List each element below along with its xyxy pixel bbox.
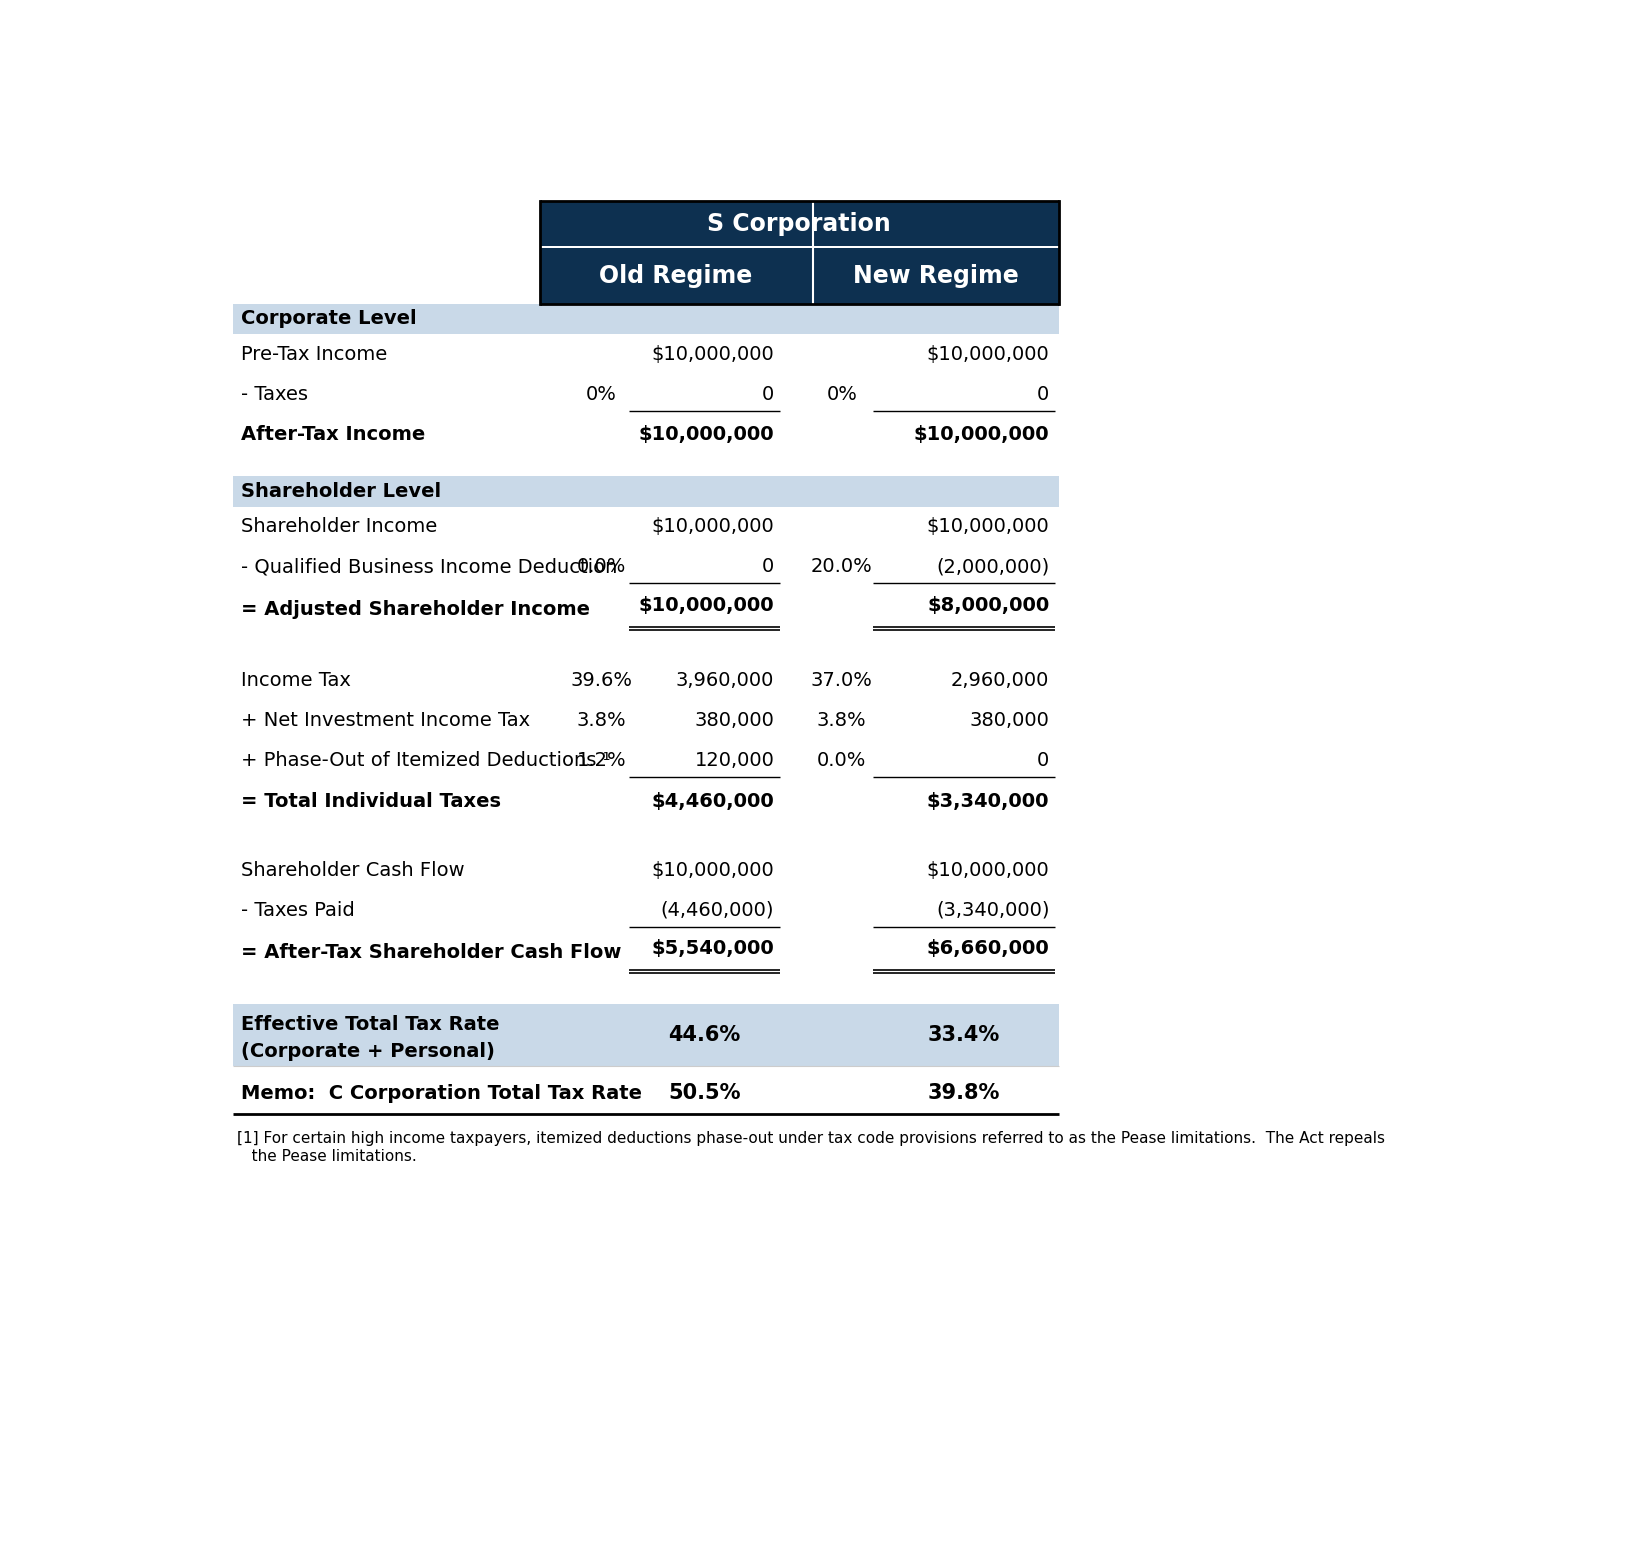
Text: $6,660,000: $6,660,000 <box>927 940 1049 958</box>
Text: 3,960,000: 3,960,000 <box>676 671 774 690</box>
Text: + Phase-Out of Itemized Deductions ¹: + Phase-Out of Itemized Deductions ¹ <box>241 751 610 771</box>
Text: 0%: 0% <box>827 386 858 404</box>
Bar <box>233 546 1059 587</box>
Bar <box>233 1066 1059 1072</box>
Text: Shareholder Income: Shareholder Income <box>241 517 437 537</box>
Text: Pre-Tax Income: Pre-Tax Income <box>241 345 388 364</box>
Text: 50.5%: 50.5% <box>668 1083 741 1104</box>
Text: $4,460,000: $4,460,000 <box>652 791 774 810</box>
Text: - Qualified Business Income Deduction: - Qualified Business Income Deduction <box>241 557 617 576</box>
Text: (3,340,000): (3,340,000) <box>936 901 1049 919</box>
Bar <box>233 701 1059 741</box>
Text: 0: 0 <box>1038 751 1049 771</box>
Text: 0%: 0% <box>586 386 617 404</box>
Bar <box>233 587 1059 632</box>
Text: 0: 0 <box>762 557 774 576</box>
Text: $10,000,000: $10,000,000 <box>927 860 1049 880</box>
Text: 0: 0 <box>1038 386 1049 404</box>
Text: 33.4%: 33.4% <box>927 1026 1000 1046</box>
Bar <box>233 741 1059 780</box>
Text: Memo:  C Corporation Total Tax Rate: Memo: C Corporation Total Tax Rate <box>241 1083 642 1102</box>
Bar <box>233 851 1059 890</box>
Bar <box>233 334 1059 375</box>
Text: (4,460,000): (4,460,000) <box>660 901 774 919</box>
Text: (2,000,000): (2,000,000) <box>936 557 1049 576</box>
Text: - Taxes: - Taxes <box>241 386 309 404</box>
Bar <box>233 1004 1059 1066</box>
Text: Effective Total Tax Rate: Effective Total Tax Rate <box>241 1015 500 1033</box>
Text: Corporate Level: Corporate Level <box>241 309 417 328</box>
Bar <box>540 201 1059 245</box>
Text: 37.0%: 37.0% <box>810 671 873 690</box>
Bar <box>233 890 1059 930</box>
Text: $10,000,000: $10,000,000 <box>652 517 774 537</box>
Text: 3.8%: 3.8% <box>578 712 627 731</box>
Text: 380,000: 380,000 <box>970 712 1049 731</box>
Bar <box>233 1072 1059 1115</box>
Text: 0.0%: 0.0% <box>578 557 627 576</box>
Text: 380,000: 380,000 <box>695 712 774 731</box>
Text: [1] For certain high income taxpayers, itemized deductions phase-out under tax c: [1] For certain high income taxpayers, i… <box>238 1132 1386 1165</box>
Bar <box>233 375 1059 415</box>
Text: $5,540,000: $5,540,000 <box>652 940 774 958</box>
Text: $10,000,000: $10,000,000 <box>639 596 774 615</box>
Bar <box>233 660 1059 701</box>
Text: 20.0%: 20.0% <box>810 557 873 576</box>
Text: $10,000,000: $10,000,000 <box>914 425 1049 443</box>
Text: S Corporation: S Corporation <box>708 211 891 236</box>
Bar <box>233 780 1059 821</box>
Text: Shareholder Level: Shareholder Level <box>241 482 441 501</box>
Text: New Regime: New Regime <box>853 264 1018 287</box>
Text: - Taxes Paid: - Taxes Paid <box>241 901 355 919</box>
Text: 2,960,000: 2,960,000 <box>950 671 1049 690</box>
Bar <box>233 415 1059 454</box>
Bar <box>233 476 1059 507</box>
Text: = Total Individual Taxes: = Total Individual Taxes <box>241 791 502 810</box>
Text: $10,000,000: $10,000,000 <box>927 345 1049 364</box>
Text: 44.6%: 44.6% <box>668 1026 741 1046</box>
Text: 3.8%: 3.8% <box>817 712 866 731</box>
Text: = After-Tax Shareholder Cash Flow: = After-Tax Shareholder Cash Flow <box>241 943 622 962</box>
Text: 39.8%: 39.8% <box>927 1083 1000 1104</box>
Text: $10,000,000: $10,000,000 <box>639 425 774 443</box>
Text: After-Tax Income: After-Tax Income <box>241 425 426 443</box>
Bar <box>540 245 1059 248</box>
Text: $8,000,000: $8,000,000 <box>927 596 1049 615</box>
Text: Shareholder Cash Flow: Shareholder Cash Flow <box>241 860 465 880</box>
Text: = Adjusted Shareholder Income: = Adjusted Shareholder Income <box>241 599 591 618</box>
Text: (Corporate + Personal): (Corporate + Personal) <box>241 1041 495 1060</box>
Bar <box>233 507 1059 546</box>
Text: 0.0%: 0.0% <box>817 751 866 771</box>
Bar <box>233 930 1059 976</box>
Text: $10,000,000: $10,000,000 <box>652 860 774 880</box>
Text: $3,340,000: $3,340,000 <box>927 791 1049 810</box>
Text: 0: 0 <box>762 386 774 404</box>
Bar <box>233 303 1059 334</box>
Bar <box>540 248 1059 303</box>
Text: 39.6%: 39.6% <box>571 671 632 690</box>
Text: Income Tax: Income Tax <box>241 671 351 690</box>
Text: $10,000,000: $10,000,000 <box>927 517 1049 537</box>
Text: 1.2%: 1.2% <box>578 751 627 771</box>
Text: $10,000,000: $10,000,000 <box>652 345 774 364</box>
Text: Old Regime: Old Regime <box>599 264 752 287</box>
Text: + Net Investment Income Tax: + Net Investment Income Tax <box>241 712 530 731</box>
Text: 120,000: 120,000 <box>695 751 774 771</box>
